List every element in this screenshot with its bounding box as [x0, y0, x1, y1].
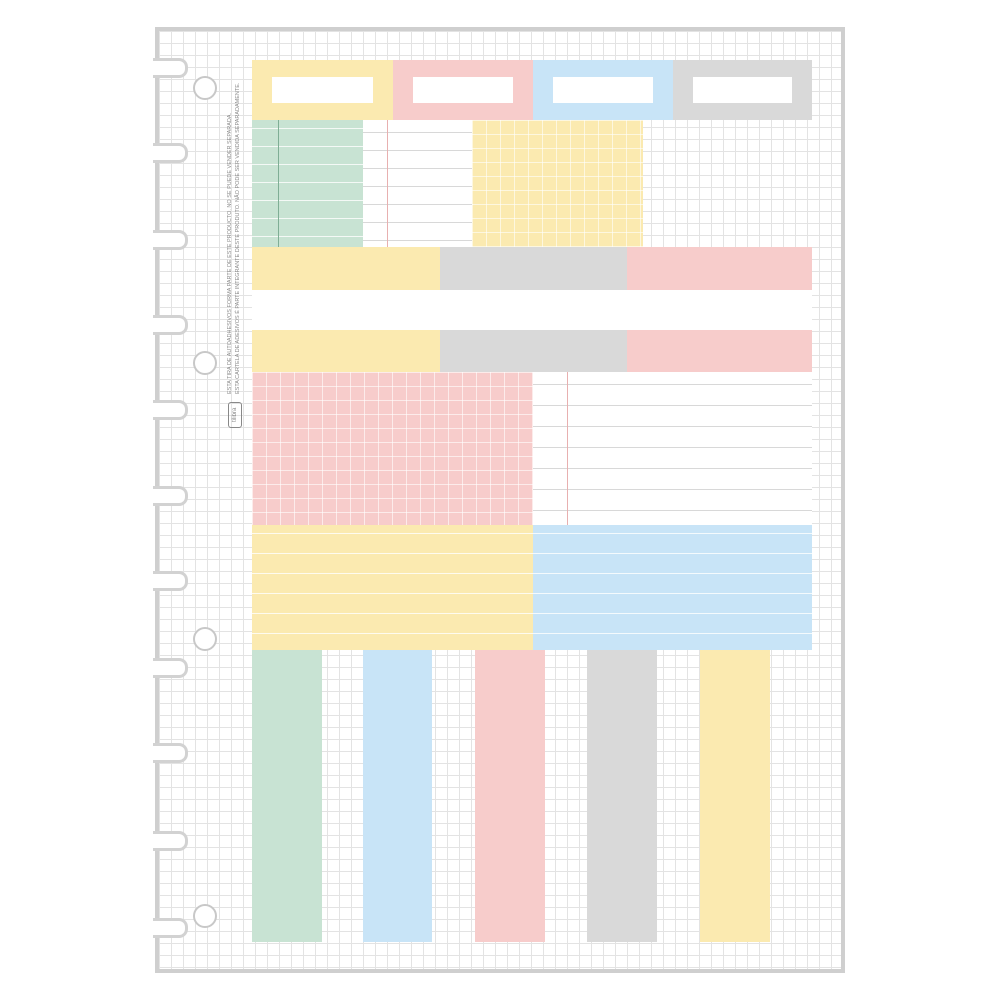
binder-ring [153, 918, 188, 938]
punch-hole [193, 351, 217, 375]
label-yellow[interactable] [252, 60, 393, 120]
strip-gray[interactable] [440, 247, 627, 290]
tab-yellow[interactable] [700, 650, 770, 942]
binder-ring [153, 486, 188, 506]
sticker-yellow-lined[interactable] [252, 525, 533, 650]
punch-hole [193, 627, 217, 651]
tab-blue[interactable] [363, 650, 432, 942]
label-gray[interactable] [673, 60, 812, 120]
binder-ring [153, 143, 188, 163]
strip-pink-2[interactable] [627, 330, 812, 372]
label-blue[interactable] [533, 60, 673, 120]
notice-line-es: ESTA TIRA DE AUTOADHESIVOS FORMA PARTE D… [227, 112, 233, 394]
brand-logo: tilibra [228, 402, 242, 428]
binder-ring [153, 743, 188, 763]
tab-gray[interactable] [587, 650, 657, 942]
label-pink[interactable] [393, 60, 533, 120]
binder-ring [153, 571, 188, 591]
binder-ring [153, 58, 188, 78]
strip-yellow-2[interactable] [252, 330, 440, 372]
tab-pink[interactable] [475, 650, 545, 942]
sticker-pink-grid[interactable] [252, 372, 533, 525]
strip-yellow[interactable] [252, 247, 440, 290]
sticker-green-lined[interactable] [252, 120, 363, 247]
punch-hole [193, 76, 217, 100]
notice-line-pt: ESTA CARTELA DE ADESIVOS É PARTE INTEGRA… [235, 82, 241, 394]
binder-ring [153, 230, 188, 250]
sticker-white-ruled[interactable] [533, 372, 812, 525]
blank-band [252, 290, 812, 330]
binder-ring [153, 831, 188, 851]
punch-hole [193, 904, 217, 928]
strip-gray-2[interactable] [440, 330, 627, 372]
strip-pink[interactable] [627, 247, 812, 290]
sticker-blue-lined[interactable] [533, 525, 812, 650]
tab-green[interactable] [252, 650, 322, 942]
binder-ring [153, 315, 188, 335]
notice-text: ESTA CARTELA DE ADESIVOS É PARTE INTEGRA… [227, 40, 242, 394]
binder-ring [153, 658, 188, 678]
binder-ring [153, 400, 188, 420]
sticker-yellow-grid[interactable] [472, 120, 643, 247]
sticker-white-lined[interactable] [363, 120, 472, 247]
